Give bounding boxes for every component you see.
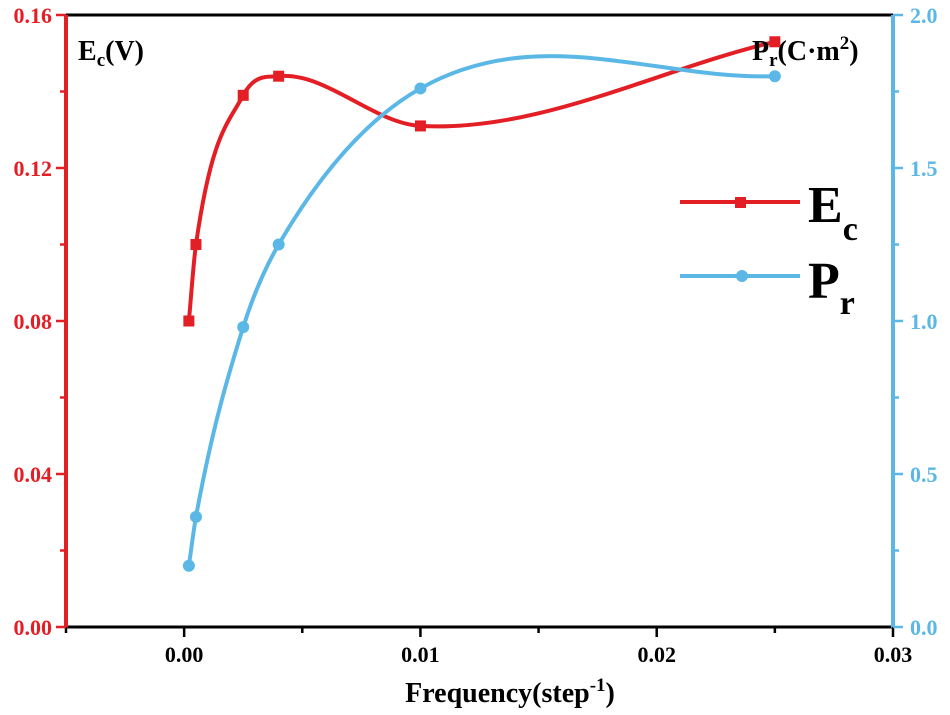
right-tick-label: 1.0 (910, 309, 938, 334)
data-point-p-r (189, 510, 202, 523)
right-axis-title-sup: 2 (840, 33, 850, 54)
left-tick-label: 0.00 (14, 615, 53, 640)
data-point-e-c (183, 315, 195, 327)
legend: Ec Pr (680, 177, 858, 322)
legend-ec-main: E (808, 177, 843, 234)
x-axis-title-main: Frequency(step (405, 678, 590, 709)
legend-ec-sub: c (843, 211, 858, 248)
data-point-p-r (237, 321, 250, 334)
series-line-e-c (186, 39, 776, 322)
right-tick-label: 0.0 (910, 615, 938, 640)
legend-pr-marker (736, 270, 748, 282)
x-axis-ticks: 0.00 0.01 0.02 0.03 (64, 627, 913, 667)
data-point-p-r (182, 559, 195, 572)
left-axis-title-sub: c (97, 50, 105, 71)
data-point-e-c (237, 89, 249, 101)
right-tick-label: 0.5 (910, 462, 938, 487)
right-axis-title-main: P (752, 36, 769, 67)
left-axis-title: Ec(V) (78, 36, 144, 71)
left-axis-title-rest: (V) (105, 36, 144, 67)
legend-ec-marker (735, 197, 746, 208)
left-axis-title-main: E (78, 36, 97, 67)
data-point-e-c (273, 70, 285, 82)
data-point-e-c (769, 36, 781, 48)
right-axis-title-sub: r (769, 50, 778, 71)
x-axis-title: Frequency(step-1) (405, 675, 615, 709)
right-tick-label: 1.5 (910, 156, 938, 181)
x-tick-label: 0.03 (874, 642, 913, 667)
right-axis-title-rest: (C·m (778, 36, 840, 67)
series-layer (182, 36, 781, 572)
data-point-p-r (414, 82, 427, 95)
left-tick-label: 0.12 (14, 156, 53, 181)
legend-ec-label: Ec (808, 177, 858, 248)
right-axis-title-close: ) (849, 36, 858, 67)
x-tick-label: 0.02 (637, 642, 676, 667)
data-point-e-c (190, 239, 202, 250)
legend-pr-label: Pr (808, 253, 855, 322)
left-tick-label: 0.04 (14, 462, 53, 487)
data-point-p-r (272, 238, 285, 251)
right-axis-title: Pr(C·m2) (752, 33, 859, 71)
x-axis-title-sup: -1 (590, 675, 606, 696)
legend-pr-main: P (808, 253, 840, 310)
legend-pr-sub: r (840, 285, 855, 322)
data-point-e-c (414, 120, 426, 132)
x-axis-title-close: ) (606, 678, 615, 709)
series-line-p-r (186, 54, 775, 567)
right-axis-ticks: 0.0 0.5 1.0 1.5 2.0 (893, 3, 938, 640)
x-tick-label: 0.01 (401, 642, 440, 667)
left-axis-ticks: 0.00 0.04 0.08 0.12 0.16 (14, 3, 66, 640)
left-tick-label: 0.08 (14, 309, 53, 334)
data-point-p-r (768, 70, 781, 83)
left-tick-label: 0.16 (14, 3, 53, 28)
right-tick-label: 2.0 (910, 3, 938, 28)
x-tick-label: 0.00 (165, 642, 204, 667)
